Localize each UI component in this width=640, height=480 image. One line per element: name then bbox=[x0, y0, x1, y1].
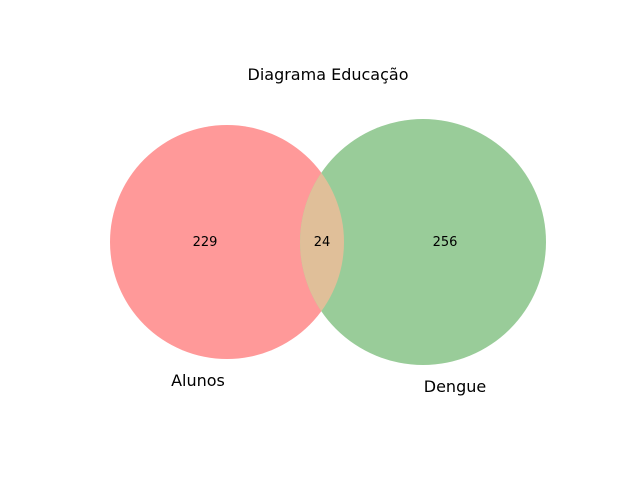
set-circle-dengue bbox=[300, 119, 546, 365]
intersection-count: 24 bbox=[314, 235, 331, 250]
diagram-title: Diagrama Educação bbox=[248, 65, 409, 84]
set-label-dengue: Dengue bbox=[424, 377, 486, 396]
alunos-only-count: 229 bbox=[193, 235, 218, 250]
set-circle-alunos bbox=[110, 125, 344, 359]
dengue-only-count: 256 bbox=[433, 235, 458, 250]
set-label-alunos: Alunos bbox=[171, 371, 225, 390]
